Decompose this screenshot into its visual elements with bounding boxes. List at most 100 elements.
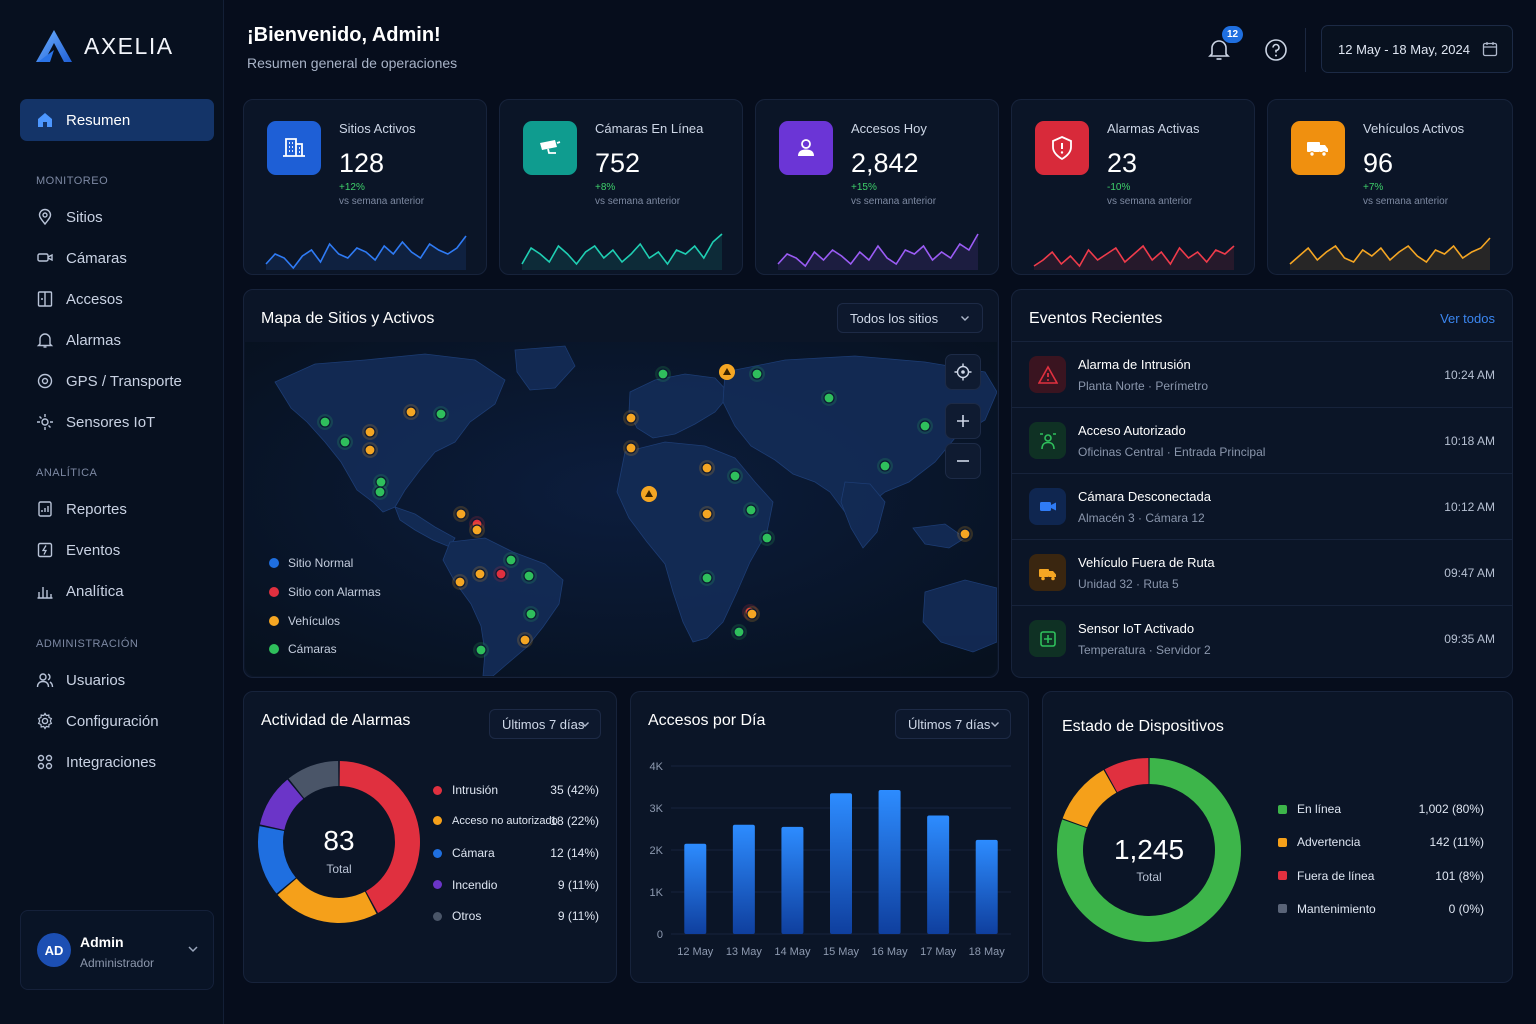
bar[interactable] [781,826,804,934]
sidebar-item-gps[interactable]: GPS / Transporte [36,368,182,394]
sidebar-item-label: Resumen [66,111,131,129]
alarm-legend-item: Cámara 12 (14%) [433,846,599,860]
bar[interactable] [732,824,755,934]
event-time: 10:12 AM [1444,500,1495,514]
map-marker[interactable] [701,572,713,584]
notifications-bell-icon[interactable] [1206,36,1232,62]
map-marker[interactable] [523,570,535,582]
event-icon [37,542,53,558]
event-title: Alarma de Intrusión [1078,357,1191,372]
map-marker[interactable] [745,504,757,516]
donut-slice[interactable] [288,761,339,799]
kpi-card[interactable]: Sitios Activos 128 +12% vs semana anterior [243,99,487,275]
map-marker[interactable] [454,576,466,588]
sidebar-item-eventos[interactable]: Eventos [36,537,120,563]
x-tick-label: 12 May [677,946,714,958]
event-row[interactable]: Sensor IoT Activado Temperatura · Servido… [1012,605,1512,671]
sidebar-item-alarmas[interactable]: Alarmas [36,327,121,353]
legend-value: 142 (11%) [1429,835,1484,850]
kpi-card[interactable]: Vehículos Activos 96 +7% vs semana anterior [1267,99,1513,275]
sidebar-item-analitica[interactable]: Analítica [36,578,124,604]
event-row[interactable]: Acceso Autorizado Oficinas Central · Entr… [1012,407,1512,473]
kpi-card[interactable]: Alarmas Activas 23 -10% vs semana anterior [1011,99,1255,275]
donut-slice[interactable] [339,761,421,913]
map-marker[interactable] [761,532,773,544]
sidebar-item-configuracion[interactable]: Configuración [36,708,159,734]
sidebar-item-usuarios[interactable]: Usuarios [36,667,125,693]
bar[interactable] [878,789,901,934]
sidebar-item-sensores[interactable]: Sensores IoT [36,409,155,435]
device-legend-item: En línea 1,002 (80%) [1278,802,1484,816]
map-marker[interactable] [474,568,486,580]
map-marker[interactable] [879,460,891,472]
map-marker[interactable] [364,426,376,438]
map-marker[interactable] [625,442,637,454]
kpi-sparkline [265,235,467,270]
app-logo[interactable]: AXELIA [34,28,174,64]
event-row[interactable]: Alarma de Intrusión Planta Norte · Períme… [1012,341,1512,407]
view-all-link[interactable]: Ver todos [1440,311,1495,326]
map-marker[interactable] [823,392,835,404]
zoom-in-button[interactable] [945,403,981,439]
donut-slice[interactable] [1062,770,1117,828]
map-marker[interactable] [701,462,713,474]
kpi-icon-box [523,121,577,175]
event-row[interactable]: Vehículo Fuera de Ruta Unidad 32 · Ruta 5… [1012,539,1512,605]
legend-label: Cámaras [288,642,337,656]
map-marker[interactable] [733,626,745,638]
date-range-picker[interactable]: 12 May - 18 May, 2024 [1321,25,1513,73]
map-marker[interactable] [364,444,376,456]
x-tick-label: 14 May [774,946,811,958]
sparkline-area [522,234,722,270]
help-icon[interactable] [1264,38,1288,62]
map-marker[interactable] [374,486,386,498]
map-marker[interactable] [625,412,637,424]
sidebar-item-camaras[interactable]: Cámaras [36,245,127,271]
map-marker[interactable] [746,608,758,620]
map-marker[interactable] [505,554,517,566]
alarms-period-select[interactable]: Últimos 7 días [489,709,601,739]
map-marker[interactable] [525,608,537,620]
sidebar-item-resumen[interactable]: Resumen [20,99,214,141]
x-tick-label: 13 May [726,946,763,958]
kpi-card[interactable]: Accesos Hoy 2,842 +15% vs semana anterior [755,99,999,275]
locate-button[interactable] [945,354,981,390]
world-map[interactable] [245,342,997,676]
kpi-card[interactable]: Cámaras En Línea 752 +8% vs semana anterior [499,99,743,275]
map-marker[interactable] [657,368,669,380]
map-marker[interactable] [519,634,531,646]
map-marker[interactable] [435,408,447,420]
donut-slice[interactable] [1104,758,1149,793]
map-marker[interactable] [475,644,487,656]
donut-slice[interactable] [258,826,296,894]
map-marker[interactable] [959,528,971,540]
map-marker[interactable] [751,368,763,380]
map-marker[interactable] [729,470,741,482]
donut-slice[interactable] [277,878,377,923]
map-filter-select[interactable]: Todos los sitios [837,303,983,333]
accesses-period-select[interactable]: Últimos 7 días [895,709,1011,739]
map-marker[interactable] [319,416,331,428]
bar[interactable] [684,843,707,934]
zoom-out-button[interactable] [945,443,981,479]
sidebar-item-integraciones[interactable]: Integraciones [36,749,156,775]
sidebar-item-accesos[interactable]: Accesos [36,286,123,312]
x-tick-label: 17 May [920,946,957,958]
map-marker[interactable] [405,406,417,418]
donut-slice[interactable] [259,779,304,830]
map-marker[interactable] [495,568,507,580]
sidebar-item-sitios[interactable]: Sitios [36,204,103,230]
user-menu[interactable]: AD Admin Administrador [20,910,214,990]
sidebar-item-reportes[interactable]: Reportes [36,496,127,522]
map-marker[interactable] [701,508,713,520]
map-marker[interactable] [471,524,483,536]
map-marker[interactable] [919,420,931,432]
sidebar-item-label: Analítica [66,582,124,600]
bar[interactable] [830,793,852,934]
legend-dot [269,587,279,597]
map-marker[interactable] [339,436,351,448]
bar[interactable] [975,839,998,934]
map-marker[interactable] [455,508,467,520]
bar[interactable] [927,815,950,934]
event-row[interactable]: Cámara Desconectada Almacén 3 · Cámara 12… [1012,473,1512,539]
